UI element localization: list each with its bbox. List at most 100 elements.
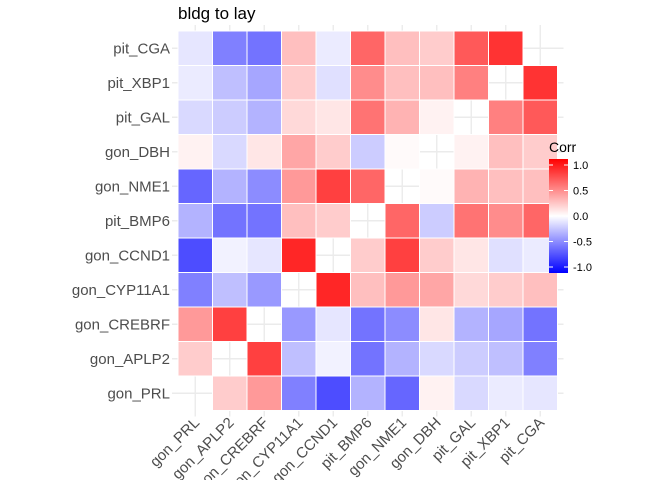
legend-tick-label: 1.0	[573, 160, 588, 172]
heatmap-cell	[453, 168, 489, 204]
chart-title: bldg to lay	[178, 4, 256, 23]
heatmap-cell	[177, 65, 213, 101]
heatmap-cell	[522, 306, 558, 342]
heatmap-cell	[488, 168, 524, 204]
heatmap-cell	[350, 30, 386, 66]
heatmap-cell	[488, 30, 524, 66]
heatmap-cell	[488, 375, 524, 411]
heatmap-cell	[246, 341, 282, 377]
y-tick-label: gon_CCND1	[85, 247, 170, 264]
heatmap-cell	[384, 134, 420, 170]
heatmap-cell	[315, 272, 351, 308]
heatmap-cell	[453, 134, 489, 170]
heatmap-cell	[350, 306, 386, 342]
heatmap-cell	[453, 306, 489, 342]
y-tick-label: gon_DBH	[105, 144, 170, 161]
heatmap-cell	[384, 65, 420, 101]
heatmap-cell	[488, 237, 524, 273]
heatmap-cell	[453, 65, 489, 101]
heatmap-cell	[522, 375, 558, 411]
x-axis-tick-labels: gon_PRLgon_APLP2gon_CREBRFgon_CYP11A1gon…	[147, 414, 548, 480]
heatmap-cell	[384, 375, 420, 411]
heatmap-cell	[384, 237, 420, 273]
heatmap-cell	[453, 30, 489, 66]
y-tick-label: gon_CREBRF	[75, 316, 170, 333]
y-axis-tick-labels: gon_PRL gon_APLP2 gon_CREBRF gon_CYP11A1 gon…	[72, 40, 170, 402]
heatmap-cell	[315, 375, 351, 411]
legend: Corr 1.0 0.5 0.0 -0.5 -1.0	[549, 139, 592, 274]
heatmap-cell	[419, 375, 455, 411]
heatmap-cell	[315, 99, 351, 135]
y-tick-label: pit_CGA	[113, 40, 170, 57]
heatmap-cell	[281, 30, 317, 66]
heatmap-cell	[212, 272, 248, 308]
y-tick-label: gon_CYP11A1	[72, 282, 170, 299]
legend-tick-label: 0.0	[573, 211, 588, 223]
heatmap-cell	[384, 306, 420, 342]
heatmap-cell	[177, 203, 213, 239]
heatmap-cell	[177, 237, 213, 273]
heatmap-cell	[419, 203, 455, 239]
heatmap-cell	[281, 203, 317, 239]
heatmap-cell	[281, 99, 317, 135]
heatmap-cell	[315, 65, 351, 101]
heatmap-cell	[350, 341, 386, 377]
heatmap-cell	[315, 134, 351, 170]
heatmap-cell	[419, 30, 455, 66]
heatmap-cell	[281, 168, 317, 204]
heatmap-cell	[350, 272, 386, 308]
heatmap-cell	[453, 341, 489, 377]
heatmap-cell	[384, 99, 420, 135]
heatmap-cell	[453, 375, 489, 411]
heatmap-cell	[212, 306, 248, 342]
heatmap-cell	[488, 272, 524, 308]
heatmap-cell	[177, 30, 213, 66]
legend-tick-label: -0.5	[573, 237, 592, 249]
heatmap-cell	[350, 237, 386, 273]
heatmap-cell	[315, 30, 351, 66]
heatmap-cell	[246, 99, 282, 135]
heatmap-cell	[212, 99, 248, 135]
heatmap-cell	[246, 375, 282, 411]
heatmap-cell	[212, 375, 248, 411]
heatmap-cell	[246, 168, 282, 204]
heatmap-cell	[212, 203, 248, 239]
heatmap-cell	[522, 99, 558, 135]
heatmap-cell	[419, 341, 455, 377]
heatmap-cell	[177, 134, 213, 170]
heatmap-cell	[419, 99, 455, 135]
heatmap-cell	[488, 203, 524, 239]
heatmap-cell	[419, 65, 455, 101]
heatmap-cell	[384, 203, 420, 239]
heatmap-cell	[453, 237, 489, 273]
heatmap-cell	[246, 65, 282, 101]
legend-ticks: 1.0 0.5 0.0 -0.5 -1.0	[549, 160, 592, 274]
heatmap-cell	[350, 99, 386, 135]
heatmap-cell	[453, 203, 489, 239]
heatmap-cell	[419, 272, 455, 308]
heatmap-cell	[350, 65, 386, 101]
legend-tick-label: 0.5	[573, 186, 588, 198]
heatmap-cell	[384, 272, 420, 308]
heatmap-cell	[488, 134, 524, 170]
heatmap-cell	[453, 272, 489, 308]
heatmap-cell	[384, 341, 420, 377]
y-tick-label: pit_GAL	[116, 109, 170, 126]
y-tick-label: pit_XBP1	[107, 75, 170, 92]
heatmap-cell	[522, 65, 558, 101]
heatmap-cell	[212, 30, 248, 66]
heatmap-cell	[177, 341, 213, 377]
heatmap-cell	[177, 306, 213, 342]
heatmap-cell	[281, 65, 317, 101]
y-tick-label: gon_PRL	[107, 385, 170, 402]
heatmap-cell	[246, 237, 282, 273]
heatmap-cell	[488, 306, 524, 342]
heatmap-cell	[488, 341, 524, 377]
heatmap-cell	[315, 168, 351, 204]
heatmap-cell	[212, 237, 248, 273]
heatmap-cell	[419, 168, 455, 204]
heatmap-cell	[522, 272, 558, 308]
heatmap-cell	[212, 65, 248, 101]
heatmap-cell	[212, 168, 248, 204]
